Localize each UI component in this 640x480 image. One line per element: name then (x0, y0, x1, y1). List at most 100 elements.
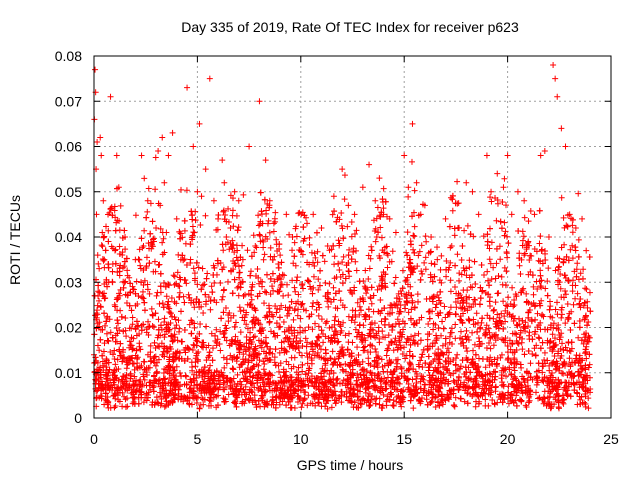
data-point (446, 309, 453, 316)
data-point (111, 367, 118, 374)
data-point (311, 262, 318, 269)
data-point (340, 367, 347, 374)
data-point (349, 307, 356, 314)
data-point (294, 398, 301, 405)
data-point (255, 350, 262, 357)
data-point (109, 245, 116, 252)
data-point (189, 363, 196, 370)
data-point (275, 264, 282, 271)
data-point (326, 370, 333, 377)
data-point (194, 338, 201, 345)
data-point (552, 267, 559, 274)
data-point (209, 386, 216, 393)
data-point (177, 381, 184, 388)
data-point (482, 330, 489, 337)
data-point (310, 273, 317, 280)
data-point (372, 346, 379, 353)
data-point (361, 334, 368, 341)
data-point (225, 205, 232, 212)
data-point (411, 304, 418, 311)
data-point (318, 316, 325, 323)
data-point (97, 336, 104, 343)
data-point (132, 212, 139, 219)
data-point (315, 301, 322, 308)
data-point (211, 279, 218, 286)
data-point (539, 363, 546, 370)
data-point (266, 318, 273, 325)
data-point (556, 364, 563, 371)
data-point (161, 315, 168, 322)
data-point (254, 375, 261, 382)
data-point (455, 377, 462, 384)
data-point (375, 328, 382, 335)
data-point (239, 278, 246, 285)
data-point (365, 383, 372, 390)
data-point (423, 238, 430, 245)
data-point (569, 359, 576, 366)
data-point (457, 395, 464, 402)
data-point (231, 353, 238, 360)
data-point (131, 373, 138, 380)
data-point (219, 372, 226, 379)
data-point (248, 318, 255, 325)
data-point (163, 398, 170, 405)
data-point (560, 370, 567, 377)
data-point (220, 247, 227, 254)
data-point (124, 267, 131, 274)
data-point (190, 375, 197, 382)
data-point (582, 346, 589, 353)
data-point (487, 260, 494, 267)
data-point (341, 304, 348, 311)
data-point (397, 401, 404, 408)
data-point (97, 393, 104, 400)
data-point (214, 257, 221, 264)
data-point (267, 275, 274, 282)
data-point (307, 400, 314, 407)
data-point (554, 255, 561, 262)
data-point (522, 319, 529, 326)
data-point (160, 370, 167, 377)
data-point (475, 335, 482, 342)
data-point (148, 245, 155, 252)
data-point (367, 361, 374, 368)
data-point (251, 333, 258, 340)
data-point (484, 356, 491, 363)
data-point (564, 372, 571, 379)
data-point (176, 369, 183, 376)
data-point (409, 269, 416, 276)
data-point (229, 195, 236, 202)
data-point (499, 399, 506, 406)
data-point (516, 381, 523, 388)
data-point (277, 282, 284, 289)
data-point (272, 404, 279, 411)
data-point (114, 356, 121, 363)
data-point (122, 404, 129, 411)
data-point (335, 318, 342, 325)
data-point (96, 289, 103, 296)
data-point (452, 321, 459, 328)
data-point (276, 394, 283, 401)
data-point (219, 266, 226, 273)
data-point (399, 351, 406, 358)
data-point (200, 378, 207, 385)
data-point (503, 373, 509, 380)
data-point (415, 298, 422, 305)
data-point (133, 347, 140, 354)
data-point (402, 355, 409, 362)
data-point (276, 391, 283, 398)
data-point (525, 347, 532, 354)
data-point (568, 308, 575, 315)
data-point (538, 277, 545, 284)
data-point (558, 311, 565, 318)
data-point (575, 253, 582, 260)
data-point (478, 371, 485, 378)
data-point (260, 377, 267, 384)
data-point (541, 349, 548, 356)
data-point (556, 263, 563, 270)
data-point (527, 252, 534, 259)
data-point (265, 349, 272, 356)
data-point (334, 339, 341, 346)
data-point (371, 227, 378, 234)
data-point (396, 308, 403, 315)
data-point (485, 339, 492, 346)
